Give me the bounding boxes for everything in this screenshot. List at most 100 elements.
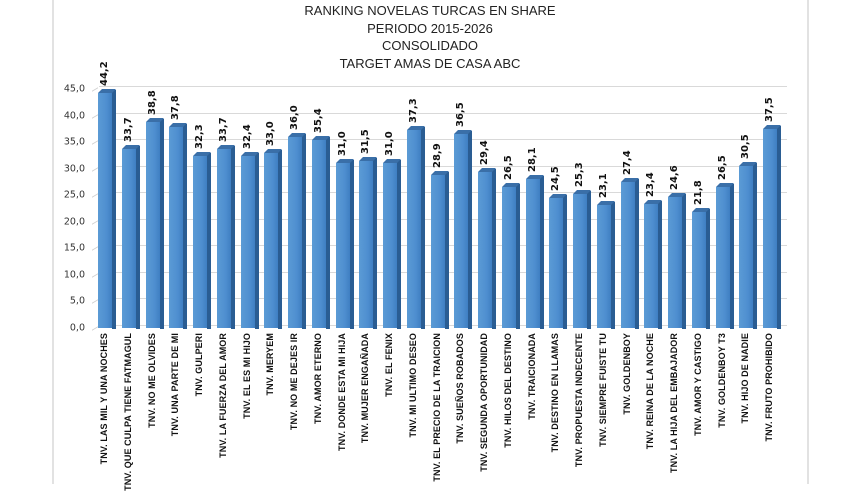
bar: [668, 193, 686, 329]
y-axis-tick-label: 15,0: [63, 242, 85, 254]
bar-value-label: 32,3: [194, 124, 205, 149]
bar-front: [407, 130, 421, 328]
bar: [478, 168, 496, 329]
x-axis-category-label: TNV. AMOR ETERNO: [313, 333, 323, 424]
bar-front: [549, 198, 563, 328]
bar: [454, 130, 472, 329]
bar-top: [241, 152, 259, 156]
bar-value-label: 33,0: [265, 121, 276, 146]
x-axis-category-label: TNV. LA HIJA DEL EMBAJADOR: [669, 333, 679, 473]
bar: [98, 89, 116, 329]
bar-top: [312, 136, 330, 140]
bar-top: [193, 152, 211, 156]
x-axis-category-label: TNV. QUE CULPA TIENE FATMAGUL: [123, 333, 133, 491]
x-axis-category-label: TNV. GOLDENBOY T3: [717, 333, 727, 428]
bar-side: [492, 169, 496, 329]
bar-value-label: 38,8: [147, 90, 158, 115]
y-axis-tick-label: 35,0: [63, 136, 85, 148]
bar-value-label: 27,4: [622, 150, 633, 175]
bar-value-label: 44,2: [99, 61, 110, 86]
bar-value-label: 33,7: [123, 117, 134, 142]
bar: [359, 157, 377, 329]
bar-front: [264, 153, 278, 328]
y-axis-tick-label: 45,0: [63, 83, 85, 95]
y-axis-tick-label: 10,0: [63, 269, 85, 281]
bar-value-label: 37,8: [170, 95, 181, 120]
chart-subtitle-consolidado: CONSOLIDADO: [381, 38, 479, 53]
bar-front: [241, 156, 255, 328]
bar-front: [217, 149, 231, 328]
y-axis-tick-label: 20,0: [63, 216, 85, 228]
bar-side: [373, 158, 377, 329]
bar-top: [336, 159, 354, 163]
bar-side: [730, 184, 734, 329]
bar-front: [122, 149, 136, 328]
bar-top: [264, 149, 282, 153]
x-axis-category-label: TNV. TRAICIONADA: [527, 333, 537, 420]
bar-front: [193, 156, 207, 328]
x-axis-category-label: TNV. UNA PARTE DE MI: [170, 333, 180, 437]
gridline: [99, 113, 787, 114]
bar-front: [98, 93, 112, 328]
bar-top: [668, 193, 686, 197]
chart-title: RANKING NOVELAS TURCAS EN SHARE: [304, 3, 556, 18]
bar-front: [573, 194, 587, 328]
x-axis-category-label: TNV. MUJER ENGAÑADA: [360, 333, 370, 444]
y-axis-tick-label: 25,0: [63, 189, 85, 201]
bar-front: [336, 163, 350, 328]
y-axis-tick-label: 0,0: [69, 322, 85, 334]
bar-value-label: 29,4: [479, 140, 490, 165]
bar-side: [183, 124, 187, 329]
y-axis-tick-label: 5,0: [69, 295, 85, 307]
bar-side: [682, 194, 686, 329]
gridline: [99, 86, 787, 87]
x-axis-category-label: TNV. NO ME DEJES IR: [289, 333, 299, 431]
x-axis-category-label: TNV. GULPERI: [194, 333, 204, 397]
bar-side: [136, 146, 140, 329]
bar-side: [207, 153, 211, 329]
bar-value-label: 37,3: [408, 98, 419, 123]
bar-front: [169, 127, 183, 328]
bar-top: [597, 201, 615, 205]
bar-value-label: 31,5: [360, 129, 371, 154]
bar-side: [587, 191, 591, 329]
bar-top: [407, 126, 425, 130]
bar: [763, 125, 781, 329]
bar: [146, 118, 164, 329]
x-axis-category-label: TNV. HIJO DE NADIE: [740, 333, 750, 424]
bar: [312, 136, 330, 329]
bar-side: [706, 209, 710, 329]
bar: [217, 145, 235, 329]
x-axis-category-label: TNV. NO ME OLVIDES: [147, 333, 157, 428]
bar-front: [478, 172, 492, 328]
bar-front: [359, 161, 373, 328]
bar: [597, 201, 615, 329]
bar-top: [359, 157, 377, 161]
bar-front: [644, 204, 658, 328]
bar-side: [302, 134, 306, 329]
x-axis-category-label: TNV. MERYEM: [265, 333, 275, 396]
x-axis-category-label: TNV. DONDE ESTA MI HIJA: [337, 333, 347, 451]
bar-top: [169, 123, 187, 127]
bar-value-label: 35,4: [313, 108, 324, 133]
bar-front: [383, 163, 397, 328]
x-axis-category-label: TNV. SIEMPRE FUISTE TU: [598, 333, 608, 447]
x-axis-category-label: TNV. EL PRECIO DE LA TRAICION: [432, 333, 442, 482]
bar-value-label: 31,0: [337, 131, 348, 156]
bar-value-label: 21,8: [693, 180, 704, 205]
x-axis-category-label: TNV. AMOR Y CASTIGO: [693, 333, 703, 436]
bar-front: [526, 179, 540, 328]
bar: [383, 159, 401, 329]
bar-side: [350, 160, 354, 329]
bar-top: [288, 133, 306, 137]
bar-side: [468, 131, 472, 329]
bar-front: [668, 197, 682, 328]
x-axis-category-label: TNV. SEGUNDA OPORTUNIDAD: [479, 333, 489, 472]
left-frame-line: [52, 0, 54, 484]
bar-top: [526, 175, 544, 179]
bar-value-label: 32,4: [242, 124, 253, 149]
bar-value-label: 28,1: [527, 147, 538, 172]
bar-front: [288, 137, 302, 328]
bar-top: [573, 190, 591, 194]
bar-front: [739, 166, 753, 328]
